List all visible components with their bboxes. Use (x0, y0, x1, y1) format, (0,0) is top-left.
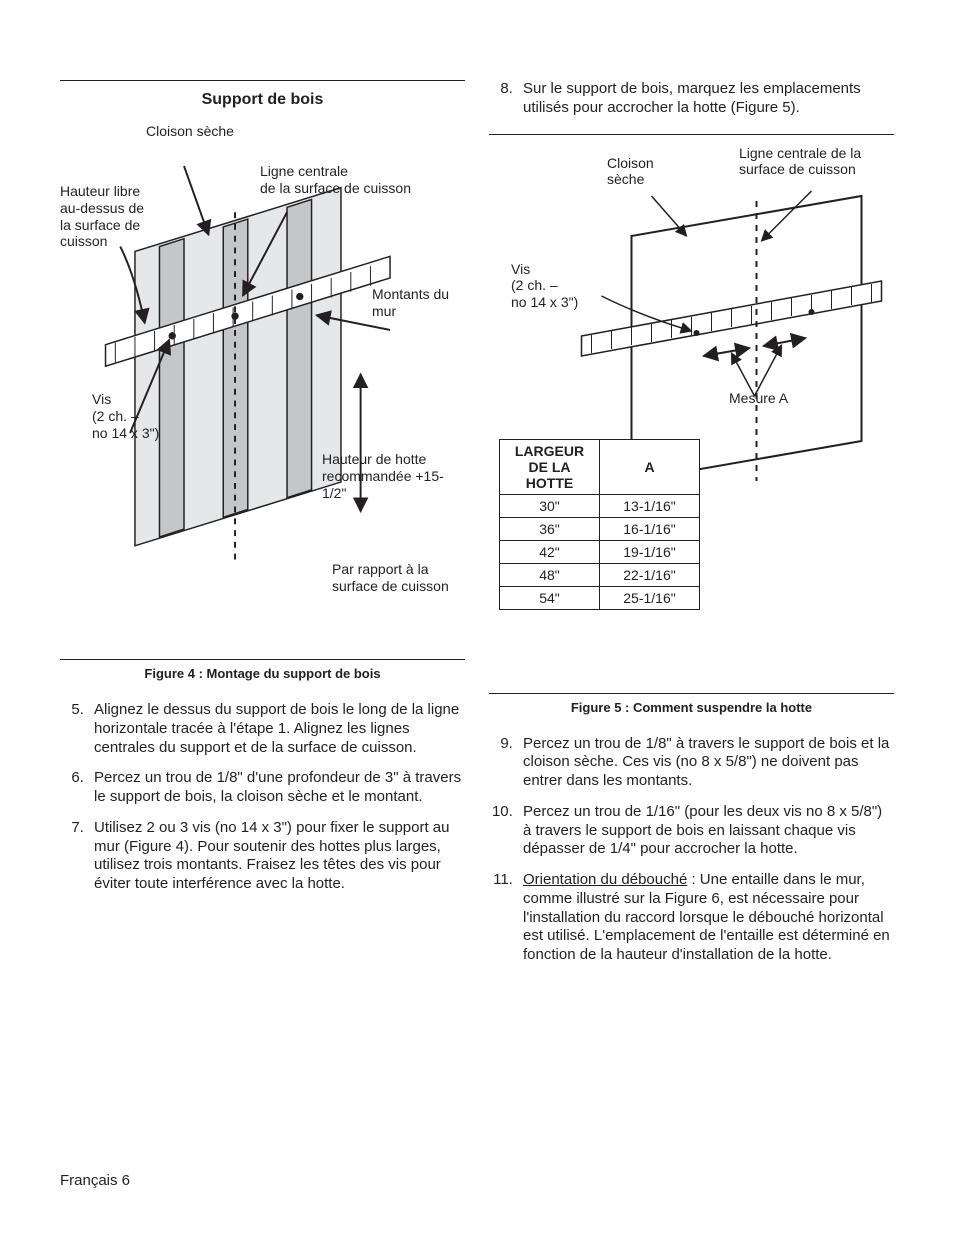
fig5-label-ligne-centrale: Ligne centrale de la surface de cuisson (739, 145, 879, 179)
fig4-label-cloison: Cloison sèche (146, 123, 234, 140)
left-steps: Alignez le dessus du support de bois le … (60, 701, 465, 894)
table-row: 48"22-1/16" (500, 563, 700, 586)
page-footer: Français 6 (60, 1172, 130, 1189)
table-row: 36"16-1/16" (500, 517, 700, 540)
right-steps: Percez un trou de 1/8" à travers le supp… (489, 735, 894, 965)
table-row: 42"19-1/16" (500, 540, 700, 563)
step-8: Sur le support de bois, marquez les empl… (517, 80, 894, 118)
step-6: Percez un trou de 1/8" d'une profondeur … (88, 769, 465, 807)
step-10: Percez un trou de 1/16" (pour les deux v… (517, 803, 894, 859)
fig4-label-vis: Vis (2 ch. – no 14 x 3") (92, 391, 192, 441)
left-column: Support de bois (60, 80, 465, 977)
fig4-label-par-rapport: Par rapport à la surface de cuisson (332, 561, 452, 595)
fig4-label-montants: Montants du mur (372, 286, 462, 320)
figure-4-caption: Figure 4 : Montage du support de bois (60, 666, 465, 681)
table-row: 30"13-1/16" (500, 494, 700, 517)
two-column-layout: Support de bois (60, 80, 894, 977)
step-11: Orientation du débouché : Une entaille d… (517, 871, 894, 965)
table-row: 54"25-1/16" (500, 586, 700, 609)
right-column: Sur le support de bois, marquez les empl… (489, 80, 894, 977)
page: Support de bois (0, 0, 954, 1235)
figure-5-caption: Figure 5 : Comment suspendre la hotte (489, 700, 894, 715)
table-header-row: LARGEUR DE LA HOTTE A (500, 439, 700, 494)
hood-width-table: LARGEUR DE LA HOTTE A 30"13-1/16" 36"16-… (499, 439, 700, 610)
fig5-label-mesure-a: Mesure A (729, 390, 788, 407)
step-9: Percez un trou de 1/8" à travers le supp… (517, 735, 894, 791)
right-intro-step: Sur le support de bois, marquez les empl… (489, 80, 894, 118)
th-a: A (600, 439, 700, 494)
figure-4-title: Support de bois (60, 91, 465, 109)
fig4-label-ligne-centrale: Ligne centrale de la surface de cuisson (260, 163, 450, 197)
fig5-label-vis: Vis (2 ch. – no 14 x 3") (511, 261, 611, 311)
fig4-label-hauteur-hotte: Hauteur de hotte recommandée +15-1/2" (322, 451, 452, 501)
figure-4-box: Support de bois (60, 80, 465, 660)
step-5: Alignez le dessus du support de bois le … (88, 701, 465, 757)
fig4-label-hauteur-libre: Hauteur libre au-dessus de la surface de… (60, 183, 150, 250)
figure-5-box: Cloison sèche Ligne centrale de la surfa… (489, 134, 894, 694)
step-11-underline: Orientation du débouché (523, 871, 687, 888)
th-width: LARGEUR DE LA HOTTE (500, 439, 600, 494)
step-7: Utilisez 2 ou 3 vis (no 14 x 3") pour fi… (88, 819, 465, 894)
fig5-label-cloison: Cloison sèche (607, 155, 677, 189)
